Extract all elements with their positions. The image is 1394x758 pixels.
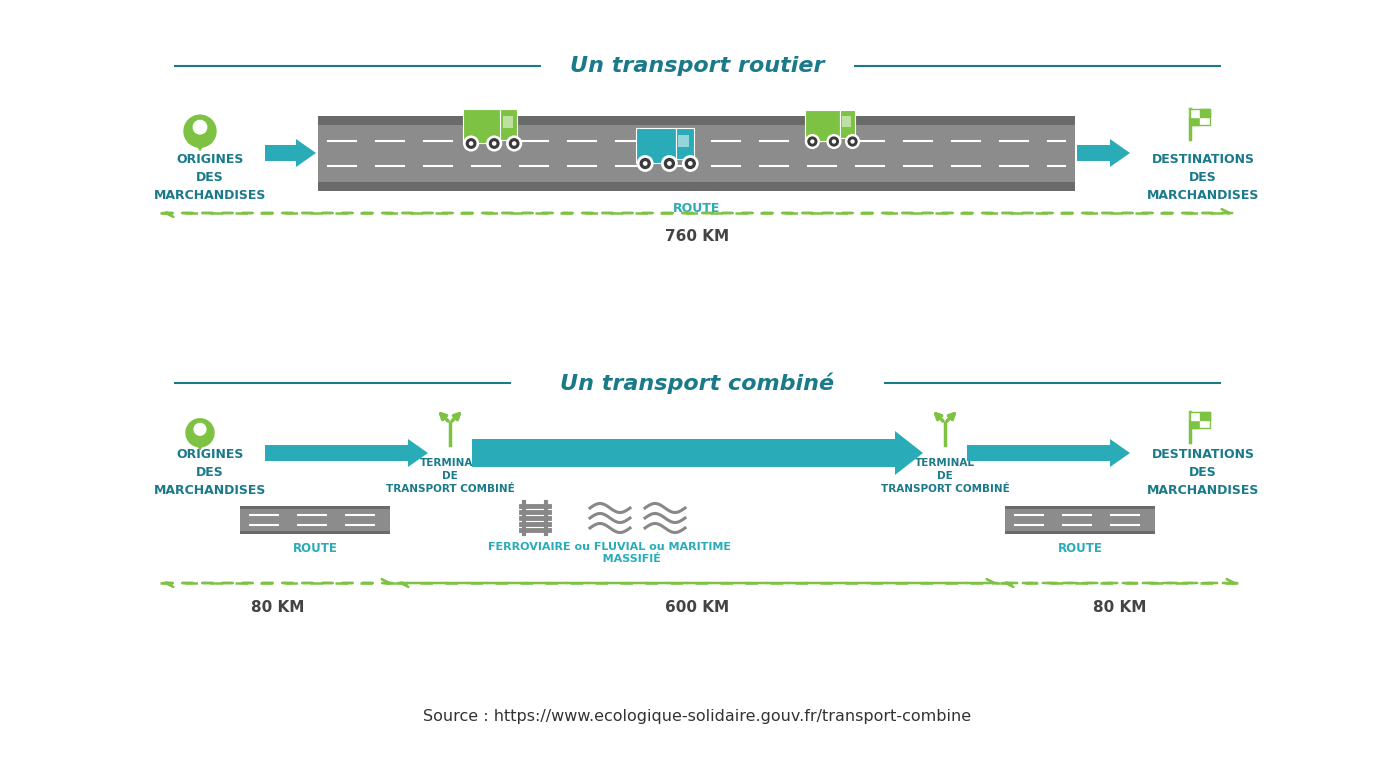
- Bar: [1200, 117, 1210, 125]
- Bar: [1005, 531, 1156, 534]
- Text: 80 KM: 80 KM: [1093, 600, 1147, 615]
- Text: TERMINAL
DE
TRANSPORT COMBINÉ: TERMINAL DE TRANSPORT COMBINÉ: [386, 458, 514, 494]
- Circle shape: [464, 136, 478, 151]
- Bar: [318, 115, 1075, 190]
- Circle shape: [689, 162, 691, 165]
- Circle shape: [668, 162, 671, 165]
- Circle shape: [184, 115, 216, 147]
- Circle shape: [846, 135, 859, 149]
- Circle shape: [509, 139, 519, 149]
- Bar: [1005, 506, 1156, 509]
- Polygon shape: [265, 139, 316, 167]
- Bar: [842, 116, 852, 127]
- Circle shape: [637, 156, 652, 171]
- Bar: [503, 116, 513, 128]
- Polygon shape: [191, 134, 209, 150]
- Bar: [1190, 412, 1200, 420]
- Text: FERROVIAIRE ou FLUVIAL ou MARITIME
           MASSIFIÉ: FERROVIAIRE ou FLUVIAL ou MARITIME MASSI…: [488, 542, 732, 564]
- Circle shape: [832, 140, 835, 143]
- Text: ROUTE: ROUTE: [1058, 542, 1103, 555]
- Circle shape: [507, 136, 521, 151]
- Text: ORIGINES
DES
MARCHANDISES: ORIGINES DES MARCHANDISES: [153, 448, 266, 497]
- Circle shape: [811, 140, 814, 143]
- Circle shape: [806, 135, 820, 149]
- Text: DESTINATIONS
DES
MARCHANDISES: DESTINATIONS DES MARCHANDISES: [1147, 153, 1259, 202]
- Bar: [1200, 420, 1210, 428]
- Circle shape: [492, 142, 496, 145]
- Polygon shape: [473, 431, 923, 475]
- Circle shape: [470, 142, 473, 145]
- Text: 600 KM: 600 KM: [665, 600, 729, 615]
- Circle shape: [662, 156, 677, 171]
- Circle shape: [513, 142, 516, 145]
- Text: ORIGINES
DES
MARCHANDISES: ORIGINES DES MARCHANDISES: [153, 153, 266, 202]
- Circle shape: [827, 135, 841, 149]
- Circle shape: [640, 158, 650, 168]
- Bar: [240, 506, 390, 509]
- Circle shape: [185, 419, 215, 446]
- Text: 80 KM: 80 KM: [251, 600, 304, 615]
- Circle shape: [848, 137, 857, 146]
- Circle shape: [194, 424, 206, 435]
- Bar: [1190, 117, 1200, 125]
- Bar: [676, 128, 694, 159]
- Text: ROUTE: ROUTE: [673, 202, 721, 215]
- Text: DESTINATIONS
DES
MARCHANDISES: DESTINATIONS DES MARCHANDISES: [1147, 448, 1259, 497]
- Circle shape: [487, 136, 502, 151]
- Bar: [1190, 109, 1200, 117]
- Text: Un transport routier: Un transport routier: [570, 56, 824, 76]
- Bar: [463, 109, 500, 143]
- Bar: [500, 109, 517, 139]
- Bar: [1190, 412, 1210, 428]
- Bar: [240, 506, 390, 534]
- Circle shape: [852, 140, 855, 143]
- Bar: [637, 128, 676, 163]
- Bar: [839, 110, 856, 138]
- Bar: [1190, 109, 1210, 125]
- Circle shape: [683, 156, 698, 171]
- Circle shape: [809, 137, 817, 146]
- Bar: [1005, 506, 1156, 534]
- Polygon shape: [265, 439, 428, 467]
- Bar: [318, 115, 1075, 124]
- Circle shape: [686, 158, 696, 168]
- Circle shape: [489, 139, 499, 149]
- Polygon shape: [967, 439, 1131, 467]
- Circle shape: [829, 137, 838, 146]
- Text: Un transport combiné: Un transport combiné: [560, 372, 834, 393]
- Bar: [318, 181, 1075, 190]
- Bar: [240, 531, 390, 534]
- Circle shape: [644, 162, 647, 165]
- Polygon shape: [192, 436, 208, 449]
- Bar: [804, 110, 839, 141]
- Circle shape: [665, 158, 675, 168]
- Text: 760 KM: 760 KM: [665, 229, 729, 244]
- Bar: [1200, 109, 1210, 117]
- Circle shape: [194, 121, 206, 134]
- Bar: [1200, 412, 1210, 420]
- Bar: [1190, 420, 1200, 428]
- Polygon shape: [1078, 139, 1131, 167]
- Text: Source : https://www.ecologique-solidaire.gouv.fr/transport-combine: Source : https://www.ecologique-solidair…: [422, 709, 972, 723]
- Circle shape: [467, 139, 475, 149]
- Text: TERMINAL
DE
TRANSPORT COMBINÉ: TERMINAL DE TRANSPORT COMBINÉ: [881, 458, 1009, 494]
- Text: ROUTE: ROUTE: [293, 542, 337, 555]
- Bar: [679, 135, 689, 147]
